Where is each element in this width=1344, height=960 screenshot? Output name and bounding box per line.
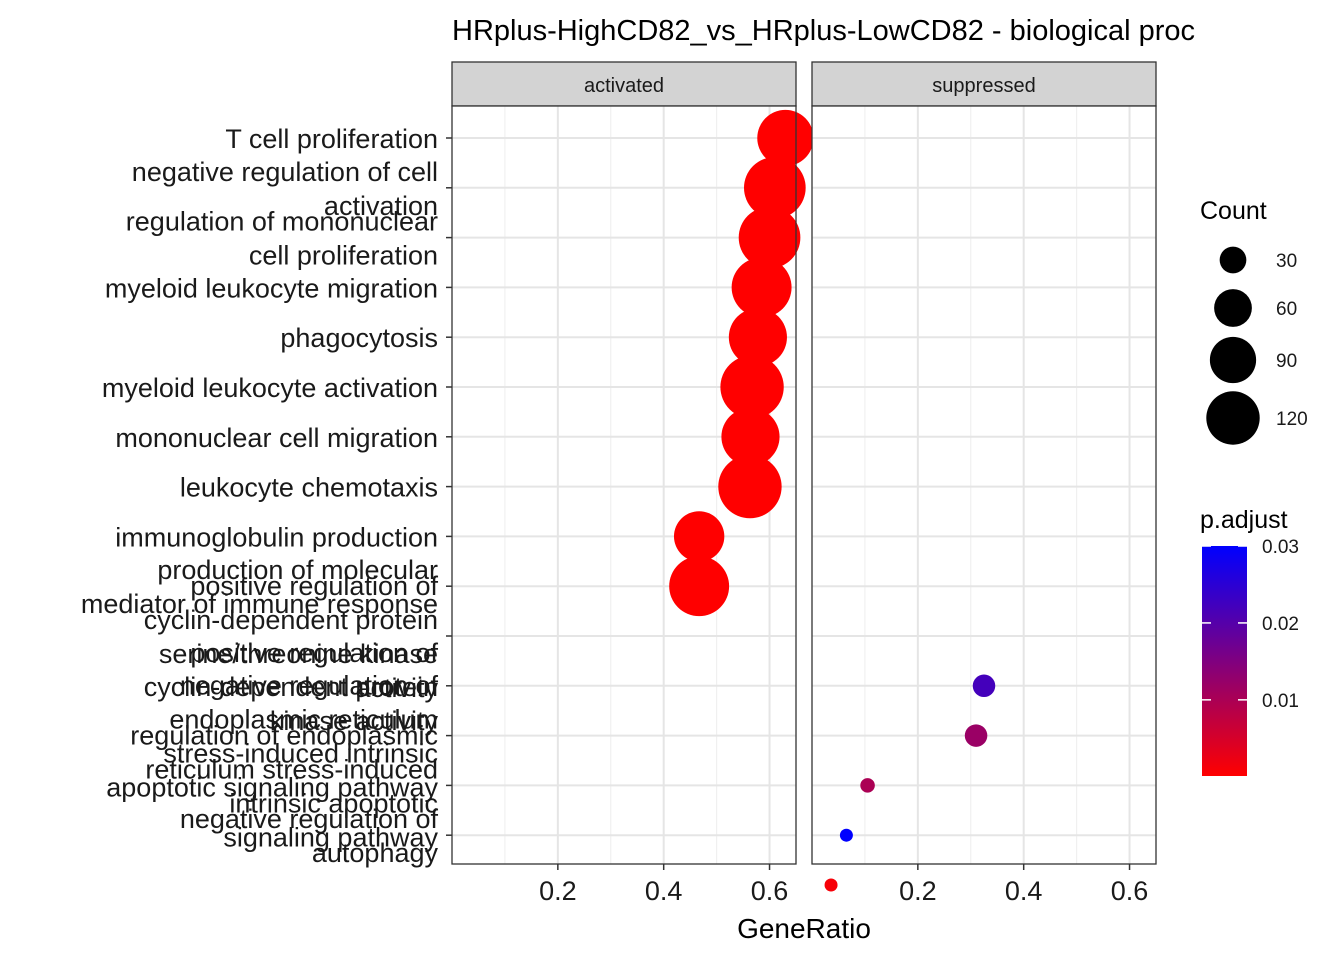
panel-border-suppressed xyxy=(811,105,1157,865)
panel-activated: activated xyxy=(451,61,814,865)
data-point xyxy=(972,674,996,698)
x-tick-label: 0.6 xyxy=(1111,876,1149,906)
y-tick-label: regulation of endoplasmic reticulum stres… xyxy=(130,720,438,852)
y-tick-label: immunoglobulin production xyxy=(115,522,438,552)
color-bar xyxy=(1202,546,1247,776)
y-tick-label: negative regulation of endoplasmic reticu… xyxy=(106,671,438,803)
points-activated xyxy=(669,109,814,617)
data-point xyxy=(720,355,784,419)
size-legend-key xyxy=(1219,246,1247,274)
y-tick-label: production of molecular mediator of immun… xyxy=(81,555,438,619)
x-tick-label: 0.2 xyxy=(539,876,577,906)
data-point xyxy=(673,511,725,562)
panel-suppressed: suppressed xyxy=(811,61,1157,892)
size-legend-items: 30 60 90 120 xyxy=(1206,246,1308,445)
data-point xyxy=(824,878,838,892)
chart-title: HRplus-HighCD82_vs_HRplus-LowCD82 - biol… xyxy=(452,15,1195,47)
size-legend-key xyxy=(1209,336,1257,384)
x-tick-label: 0.4 xyxy=(645,876,683,906)
size-legend-key xyxy=(1206,391,1260,445)
size-legend-label: 120 xyxy=(1276,409,1308,430)
y-tick-label: negative regulation of cell activation xyxy=(132,157,438,221)
y-tick-label: T cell proliferation xyxy=(225,124,438,154)
panel-bg-suppressed xyxy=(812,106,1156,864)
x-tick-label: 0.2 xyxy=(899,876,937,906)
legend-size-title: Count xyxy=(1200,197,1267,225)
color-legend-label: 0.01 xyxy=(1262,691,1299,712)
size-legend-label: 30 xyxy=(1276,251,1297,272)
color-legend-label: 0.02 xyxy=(1262,614,1299,635)
y-tick-label: myeloid leukocyte activation xyxy=(102,373,438,403)
data-point xyxy=(860,778,875,793)
points-suppressed xyxy=(824,674,996,892)
data-point xyxy=(731,257,792,318)
color-legend-label: 0.03 xyxy=(1262,537,1299,558)
panel-border-activated xyxy=(451,105,797,865)
y-tick-label: positive regulation of cyclin-dependent p… xyxy=(144,571,439,703)
data-point xyxy=(721,407,780,466)
data-point xyxy=(669,556,730,617)
data-point xyxy=(839,828,853,842)
strip-label-suppressed: suppressed xyxy=(932,75,1035,97)
legend-color: p.adjust 0.03 0.02 0.01 xyxy=(1200,506,1299,776)
x-axis-title: GeneRatio xyxy=(737,913,871,944)
size-legend-label: 90 xyxy=(1276,351,1297,372)
y-tick-label: positive regulation of cyclin-dependent p… xyxy=(144,638,439,736)
y-tick-label: myeloid leukocyte migration xyxy=(105,273,438,303)
data-point xyxy=(738,206,801,269)
color-legend-ticks: 0.03 0.02 0.01 xyxy=(1202,537,1299,712)
data-point xyxy=(743,156,806,219)
legend-color-title: p.adjust xyxy=(1200,506,1288,534)
x-tick-label: 0.4 xyxy=(1005,876,1043,906)
legend-size: Count 30 60 90 120 xyxy=(1200,197,1308,445)
strip-activated xyxy=(451,61,797,107)
x-axis: 0.2 0.4 0.6 0.2 0.4 0.6 xyxy=(539,864,1148,906)
y-tick-label: regulation of mononuclear cell proliferat… xyxy=(126,207,438,271)
size-legend-key xyxy=(1214,289,1252,327)
data-point xyxy=(728,308,787,367)
y-tick-label: mononuclear cell migration xyxy=(115,423,438,453)
data-point xyxy=(757,109,814,167)
x-tick-label: 0.6 xyxy=(751,876,789,906)
data-point xyxy=(718,454,782,519)
y-tick-label: leukocyte chemotaxis xyxy=(180,473,438,503)
strip-label-activated: activated xyxy=(584,75,664,97)
y-tick-label: phagocytosis xyxy=(280,323,438,353)
y-tick-label: negative regulation of autophagy xyxy=(180,804,439,868)
data-point xyxy=(964,724,988,747)
size-legend-label: 60 xyxy=(1276,299,1297,320)
